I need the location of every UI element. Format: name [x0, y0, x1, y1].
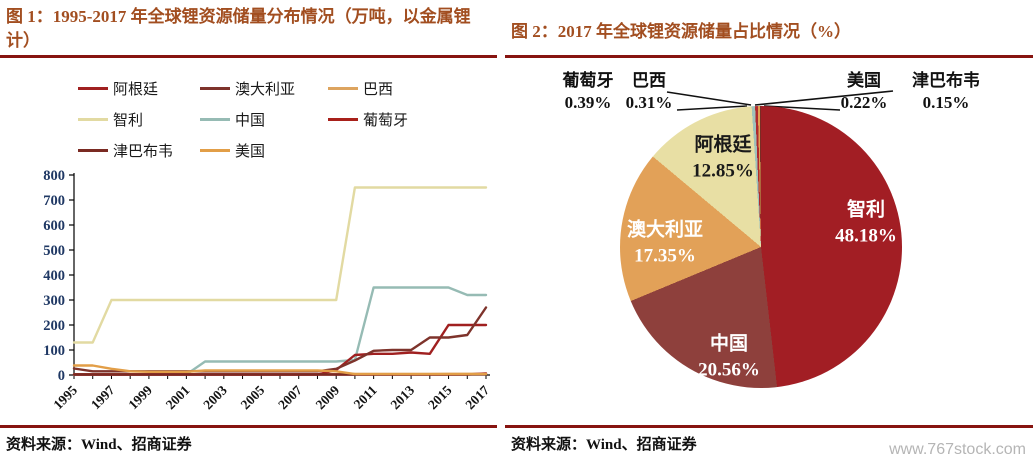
figure1-title-block: 图 1：1995-2017 年全球锂资源储量分布情况（万吨，以金属锂计） — [0, 0, 497, 58]
y-tick-label: 200 — [43, 318, 65, 334]
legend-label-portugal: 葡萄牙 — [363, 113, 409, 129]
y-tick-label: 100 — [43, 343, 65, 359]
pie-label-argentina: 阿根廷 12.85% — [692, 132, 754, 183]
legend-item-usa: 美国 — [200, 140, 328, 161]
legend-item-chile: 智利 — [78, 109, 200, 130]
figure1-panel: 图 1：1995-2017 年全球锂资源储量分布情况（万吨，以金属锂计） 阿根廷… — [0, 0, 497, 412]
y-tick-label: 800 — [43, 168, 65, 184]
legend-label-chile: 智利 — [113, 113, 144, 129]
line-chart-svg: 0 100 200 300 400 500 600 700 800 1995 1997 1999 200… — [43, 168, 492, 412]
leader-line-portugal — [666, 91, 752, 106]
pie-callout-usa: 美国 0.22% — [841, 70, 888, 114]
pie-label-australia: 澳大利亚 17.35% — [627, 217, 703, 268]
y-tick-label: 400 — [43, 268, 65, 284]
pie-callout-zimbabwe: 津巴布韦 0.15% — [912, 70, 980, 114]
x-tick-label: 2013 — [388, 382, 418, 412]
y-tick-label: 300 — [43, 293, 65, 309]
pie-label-pct-australia: 17.35% — [634, 245, 696, 266]
source-left: 资料来源：Wind、招商证券 — [0, 425, 497, 454]
figure2-title-block: 图 2：2017 年全球锂资源储量占比情况（%） — [505, 0, 1033, 58]
legend-swatch-zimbabwe — [78, 149, 108, 152]
pie-label-pct-chile: 48.18% — [835, 225, 897, 246]
pie-label-china: 中国 20.56% — [698, 331, 760, 382]
legend-label-usa: 美国 — [235, 144, 266, 160]
legend-label-brazil: 巴西 — [363, 82, 394, 98]
pie-label-name-argentina: 阿根廷 — [694, 134, 752, 156]
y-tick-label: 700 — [43, 193, 65, 209]
pie-callout-pct-zimbabwe: 0.15% — [922, 93, 970, 113]
legend-row: 智利 中国 葡萄牙 — [78, 109, 468, 130]
x-tick-label: 2011 — [351, 382, 380, 411]
source-right: 资料来源：Wind、招商证券 — [505, 425, 1033, 454]
pie-callout-portugal: 葡萄牙 0.39% — [563, 70, 614, 114]
x-tick-label: 1995 — [50, 382, 80, 412]
series-line-chile — [72, 186, 488, 344]
series-line-argentina — [72, 323, 488, 376]
legend-swatch-portugal — [328, 118, 358, 121]
line-chart-legend: 阿根廷 澳大利亚 巴西智利 中国 葡萄牙津巴布韦 美国 — [78, 78, 468, 171]
pie-label-name-chile: 智利 — [846, 199, 885, 221]
legend-label-argentina: 阿根廷 — [113, 82, 159, 98]
pie-label-pct-china: 20.56% — [698, 359, 760, 380]
legend-item-argentina: 阿根廷 — [78, 78, 200, 99]
pie-callout-name-usa: 美国 — [847, 71, 881, 90]
legend-item-australia: 澳大利亚 — [200, 78, 328, 99]
pie-label-chile: 智利 48.18% — [835, 197, 897, 248]
pie-callout-pct-brazil: 0.31% — [625, 93, 673, 113]
x-tick-label: 2005 — [238, 382, 268, 412]
legend-swatch-argentina — [78, 87, 108, 90]
pie-label-name-australia: 澳大利亚 — [626, 219, 704, 241]
series-line-usa — [72, 364, 488, 376]
legend-swatch-brazil — [328, 87, 358, 90]
x-tick-label: 1997 — [88, 382, 118, 412]
y-tick-label: 0 — [58, 368, 65, 384]
pie-callout-name-brazil: 巴西 — [632, 71, 666, 90]
pie-callout-name-zimbabwe: 津巴布韦 — [912, 71, 980, 90]
pie-callout-pct-usa: 0.22% — [840, 93, 888, 113]
x-tick-label: 2017 — [462, 382, 492, 412]
pie-callout-brazil: 巴西 0.31% — [626, 70, 673, 114]
pie-chart-area: 智利 48.18% 中国 20.56% 澳大利亚 17.35% 阿根廷 12.85% 葡萄牙 0.… — [505, 60, 1033, 425]
legend-item-china: 中国 — [200, 109, 328, 130]
legend-label-china: 中国 — [235, 113, 266, 129]
legend-label-australia: 澳大利亚 — [235, 82, 296, 98]
legend-row: 津巴布韦 美国 — [78, 140, 468, 161]
x-tick-label: 2001 — [163, 382, 193, 412]
pie-chart — [620, 106, 902, 388]
legend-label-zimbabwe: 津巴布韦 — [113, 144, 174, 160]
y-tick-label: 500 — [43, 243, 65, 259]
legend-swatch-china — [200, 118, 230, 121]
pie-label-pct-argentina: 12.85% — [692, 160, 754, 181]
figure2-title: 图 2：2017 年全球锂资源储量占比情况（%） — [511, 22, 851, 41]
legend-swatch-australia — [200, 87, 230, 90]
legend-swatch-usa — [200, 149, 230, 152]
x-tick-label: 2007 — [275, 382, 305, 412]
figure1-title: 图 1：1995-2017 年全球锂资源储量分布情况（万吨，以金属锂计） — [6, 7, 471, 51]
legend-item-brazil: 巴西 — [328, 78, 448, 99]
legend-swatch-chile — [78, 118, 108, 121]
figure2-panel: 图 2：2017 年全球锂资源储量占比情况（%） 智利 48.18% 中国 20.56… — [505, 0, 1033, 388]
x-tick-label: 2015 — [425, 382, 455, 412]
pie-callout-name-portugal: 葡萄牙 — [562, 71, 614, 90]
pie-callout-pct-portugal: 0.39% — [564, 93, 612, 113]
y-tick-label: 600 — [43, 218, 65, 234]
watermark: www.767stock.com — [889, 441, 1026, 458]
legend-item-zimbabwe: 津巴布韦 — [78, 140, 200, 161]
legend-row: 阿根廷 澳大利亚 巴西 — [78, 78, 468, 99]
x-tick-label: 2003 — [200, 382, 230, 412]
pie-label-name-china: 中国 — [709, 333, 748, 355]
x-tick-label: 2009 — [313, 382, 343, 412]
x-tick-label: 1999 — [125, 382, 155, 412]
legend-item-portugal: 葡萄牙 — [328, 109, 448, 130]
